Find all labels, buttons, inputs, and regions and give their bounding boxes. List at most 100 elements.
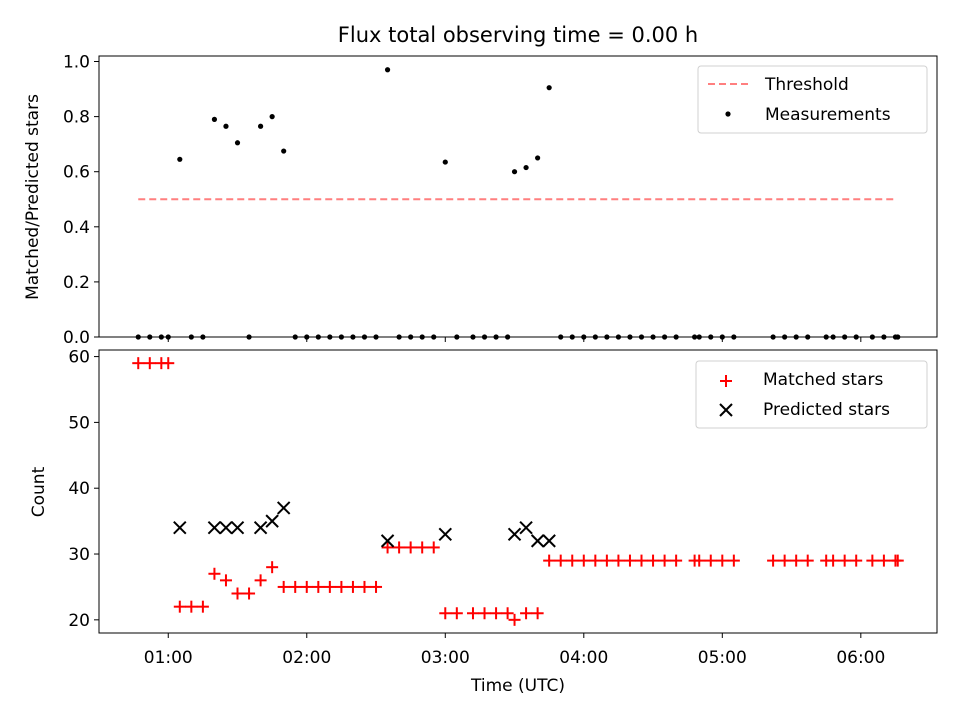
threshold-legend-label: Threshold xyxy=(764,75,849,95)
matched-star-point xyxy=(404,541,417,554)
matched-star-point xyxy=(358,580,371,593)
predicted-star-point xyxy=(380,534,395,548)
measurement-point xyxy=(535,155,541,161)
matched-star-point xyxy=(478,607,491,620)
matched-star-point xyxy=(693,554,706,567)
matched-star-point xyxy=(577,554,590,567)
predicted-star-point xyxy=(253,520,268,535)
ratio-y-tick-label: 0.8 xyxy=(63,108,90,128)
ratio-y-tick-label: 0.4 xyxy=(63,218,90,238)
predicted-star-point xyxy=(207,520,222,535)
matched-star-point xyxy=(196,600,209,613)
matched-star-point xyxy=(778,554,791,567)
x-tick-label: 05:00 xyxy=(698,648,747,668)
count-y-tick-label: 60 xyxy=(68,348,90,368)
ratio-panel: Flux total observing time = 0.00 h 0.00.… xyxy=(23,23,938,348)
matched-star-point xyxy=(323,580,336,593)
matched-star-point xyxy=(312,580,325,593)
count-axes-frame xyxy=(98,349,938,634)
predicted-star-point xyxy=(219,520,233,535)
measurement-point xyxy=(442,159,448,165)
measurement-point xyxy=(523,164,529,171)
measurement-point xyxy=(177,156,183,162)
ratio-y-tick-label: 0.0 xyxy=(63,328,90,348)
matched-star-point xyxy=(208,567,221,580)
matched-star-point xyxy=(289,580,302,593)
measurement-point xyxy=(234,140,241,146)
matched-star-point xyxy=(612,554,625,567)
count-y-tick-label: 40 xyxy=(68,479,90,499)
predicted-star-point xyxy=(265,514,279,528)
predicted-star-point xyxy=(276,501,291,515)
matched-star-point xyxy=(132,357,145,370)
ratio-y-tick-label: 1.0 xyxy=(63,53,90,73)
matched-star-point xyxy=(393,541,406,554)
matched-star-point xyxy=(450,607,463,620)
matched-star-point xyxy=(439,607,452,620)
matched-star-point xyxy=(767,554,780,567)
predicted-star-point xyxy=(530,534,545,548)
matched-star-point xyxy=(635,554,648,567)
matched-star-point xyxy=(531,607,544,620)
matched-legend-swatch xyxy=(720,375,732,387)
matched-star-point xyxy=(266,561,279,574)
measurements-legend-swatch xyxy=(725,111,731,117)
matched-star-point xyxy=(647,554,660,567)
x-tick-label: 02:00 xyxy=(282,648,331,668)
matched-star-point xyxy=(381,541,394,554)
matched-star-point xyxy=(370,580,383,593)
matched-star-point xyxy=(801,554,814,567)
matched-star-point xyxy=(335,580,348,593)
matched-star-point xyxy=(143,357,156,370)
ratio-y-tick-label: 0.2 xyxy=(63,273,90,293)
count-y-tick-label: 30 xyxy=(68,545,90,565)
count-panel: 20 30 40 50 60 01:00 02:00 03:00 04:00 05:00 06:0… xyxy=(29,348,938,696)
matched-star-point xyxy=(162,357,175,370)
matched-star-point xyxy=(231,587,244,600)
matched-star-point xyxy=(427,541,440,554)
matched-star-point xyxy=(501,607,514,620)
matched-legend-label: Matched stars xyxy=(763,370,883,390)
matched-star-point xyxy=(554,554,567,567)
matched-star-point xyxy=(254,574,267,587)
predicted-star-point xyxy=(438,527,452,541)
x-axis-label: Time (UTC) xyxy=(470,676,565,696)
matched-star-point xyxy=(490,607,503,620)
count-y-tick-label: 20 xyxy=(68,611,90,631)
predicted-star-point xyxy=(519,520,533,535)
matched-star-point xyxy=(727,554,740,567)
ratio-y-axis-label: Matched/Predicted stars xyxy=(23,94,43,300)
count-y-ticks: 20 30 40 50 60 xyxy=(68,348,99,631)
matched-star-point xyxy=(589,554,602,567)
predicted-legend-swatch xyxy=(719,403,733,417)
measurements-legend-label: Measurements xyxy=(765,105,891,125)
matched-star-point xyxy=(346,580,359,593)
matched-star-point xyxy=(243,587,256,600)
matched-star-point xyxy=(877,554,890,567)
matched-star-point xyxy=(466,607,479,620)
x-tick-label: 01:00 xyxy=(144,648,193,668)
x-tick-label: 03:00 xyxy=(421,648,470,668)
matched-star-point xyxy=(277,580,290,593)
matched-star-point xyxy=(891,554,904,567)
ratio-legend: Threshold Measurements xyxy=(697,65,928,134)
count-x-ticks: 01:00 02:00 03:00 04:00 05:00 06:00 xyxy=(144,633,885,668)
matched-star-point xyxy=(185,600,198,613)
matched-star-point xyxy=(850,554,863,567)
count-legend-box xyxy=(695,360,928,429)
predicted-star-point xyxy=(542,534,556,548)
matched-star-point xyxy=(600,554,613,567)
ratio-legend-box xyxy=(697,65,928,134)
matched-star-point xyxy=(543,554,556,567)
matched-star-point xyxy=(300,580,313,593)
measurement-point xyxy=(546,85,552,91)
measurement-point xyxy=(211,116,218,122)
count-marks xyxy=(132,357,904,626)
matched-star-point xyxy=(866,554,879,567)
matched-star-point xyxy=(566,554,579,567)
matched-star-point xyxy=(670,554,683,567)
x-tick-label: 06:00 xyxy=(836,648,885,668)
predicted-legend-label: Predicted stars xyxy=(763,400,890,420)
matched-star-point xyxy=(658,554,671,567)
